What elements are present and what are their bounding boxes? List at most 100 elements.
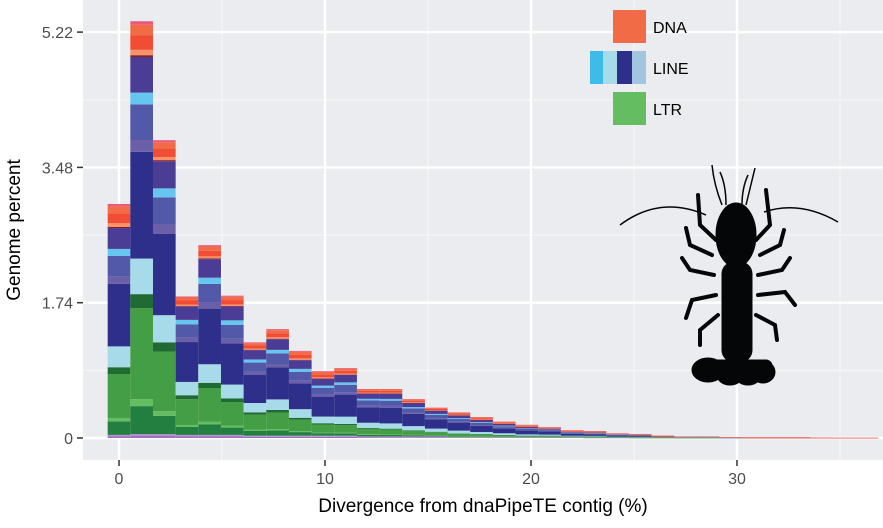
bar-segment-dna: [130, 21, 153, 25]
bar-segment-dna: [108, 214, 131, 224]
bar-stack: [266, 329, 289, 438]
bar-segment-dna: [244, 343, 267, 345]
bar-segment-ltr: [221, 426, 244, 428]
bar-segment-ltr: [108, 418, 131, 421]
bar-segment-line: [244, 363, 267, 372]
bar-segment-dna: [108, 223, 131, 227]
bar-segment-line: [357, 399, 380, 401]
bar-segment-dna: [198, 256, 221, 258]
y-tick-label: 5.22: [42, 25, 73, 42]
bar-stack: [244, 342, 267, 438]
legend-swatch: [613, 10, 646, 43]
legend-label: LTR: [653, 102, 682, 119]
bar-segment-ltr: [289, 432, 312, 436]
bar-segment-ltr: [312, 424, 335, 432]
bar-segment-line: [176, 320, 199, 324]
bar-segment-dna: [153, 149, 176, 157]
bar-stack: [448, 412, 471, 438]
bar-segment-other: [130, 434, 153, 436]
bar-segment-dna: [244, 342, 267, 343]
bar-segment-dna: [266, 330, 289, 333]
bar-segment-dna: [289, 352, 312, 355]
bar-segment-line: [538, 435, 561, 436]
bar-segment-ltr: [470, 434, 493, 436]
bar-stack: [516, 425, 539, 438]
x-tick-label: 30: [728, 471, 746, 488]
bar-segment-ltr: [198, 424, 221, 434]
bar-segment-ltr: [312, 433, 335, 435]
bar-segment-dna: [266, 337, 289, 339]
bar-segment-line: [357, 401, 380, 406]
bar-segment-line: [334, 395, 357, 417]
bar-segment-other: [266, 436, 289, 437]
bar-segment-ltr: [334, 425, 357, 433]
bar-segment-line: [198, 284, 221, 303]
bar-segment-line: [334, 382, 357, 384]
bar-segment-line: [380, 401, 403, 406]
bar-segment-dna: [130, 55, 153, 57]
bar-segment-line: [493, 433, 516, 435]
bar-segment-line: [130, 140, 153, 152]
bar-segment-line: [493, 428, 516, 433]
bar-segment-other: [198, 436, 221, 438]
bar-segment-line: [198, 259, 221, 278]
bar-segment-dna: [198, 247, 221, 251]
y-axis: 01.743.485.22: [42, 25, 83, 448]
bar-segment-line: [334, 385, 357, 392]
bar-segment-line: [221, 320, 244, 325]
bar-segment-line: [289, 380, 312, 383]
bar-segment-ltr: [312, 433, 335, 434]
bar-segment-ltr: [380, 429, 403, 430]
bar-segment-other: [198, 435, 221, 437]
bar-segment-dna: [108, 227, 131, 228]
bar-segment-ltr: [266, 431, 289, 436]
bar-segment-dna: [176, 297, 199, 300]
bar-segment-other: [176, 435, 199, 437]
bar-segment-line: [153, 315, 176, 342]
bar-segment-line: [289, 383, 312, 409]
bar-segment-dna: [221, 304, 244, 306]
bar-segment-line: [266, 368, 289, 400]
bar-segment-line: [516, 434, 539, 435]
bar-segment-dna: [357, 391, 380, 393]
bar-segment-line: [334, 392, 357, 394]
bar-segment-dna: [153, 157, 176, 160]
bar-stack: [538, 427, 561, 438]
bar-segment-line: [153, 161, 176, 188]
bar-segment-line: [266, 399, 289, 410]
bar-segment-other: [357, 436, 380, 437]
bar-segment-ltr: [244, 431, 267, 436]
bar-segment-dna: [221, 300, 244, 304]
bar-segment-line: [448, 431, 471, 434]
bar-segment-line: [176, 307, 199, 320]
legend-swatch: [613, 92, 646, 125]
bar-segment-line: [153, 188, 176, 197]
bar-segment-line: [470, 420, 493, 422]
bar-segment-dna: [312, 371, 335, 372]
bar-segment-dna: [266, 339, 289, 340]
bar-stack: [108, 204, 131, 438]
bar-segment-dna: [108, 204, 131, 206]
bar-segment-line: [289, 360, 312, 369]
bar-segment-line: [448, 418, 471, 419]
bar-segment-line: [425, 418, 448, 419]
bar-segment-dna: [516, 426, 539, 427]
x-axis-label: Divergence from dnaPipeTE contig (%): [318, 496, 647, 517]
bar-segment-dna: [561, 431, 584, 432]
bar-segment-other: [221, 435, 244, 437]
bar-stack: [719, 437, 742, 438]
bar-segment-dna: [153, 142, 176, 148]
bar-segment-dna: [176, 296, 199, 297]
bar-segment-line: [493, 426, 516, 428]
bar-segment-dna: [312, 374, 335, 377]
bar-segment-line: [448, 423, 471, 431]
bar-segment-ltr: [334, 433, 357, 434]
bar-segment-other: [153, 436, 176, 438]
bar-segment-ltr: [153, 411, 176, 416]
bar-segment-ltr: [176, 399, 199, 425]
bar-segment-dna: [130, 50, 153, 55]
bar-segment-line: [176, 342, 199, 382]
bar-segment-ltr: [289, 431, 312, 432]
bar-segment-dna: [380, 389, 403, 390]
bar-segment-dna: [153, 140, 176, 142]
